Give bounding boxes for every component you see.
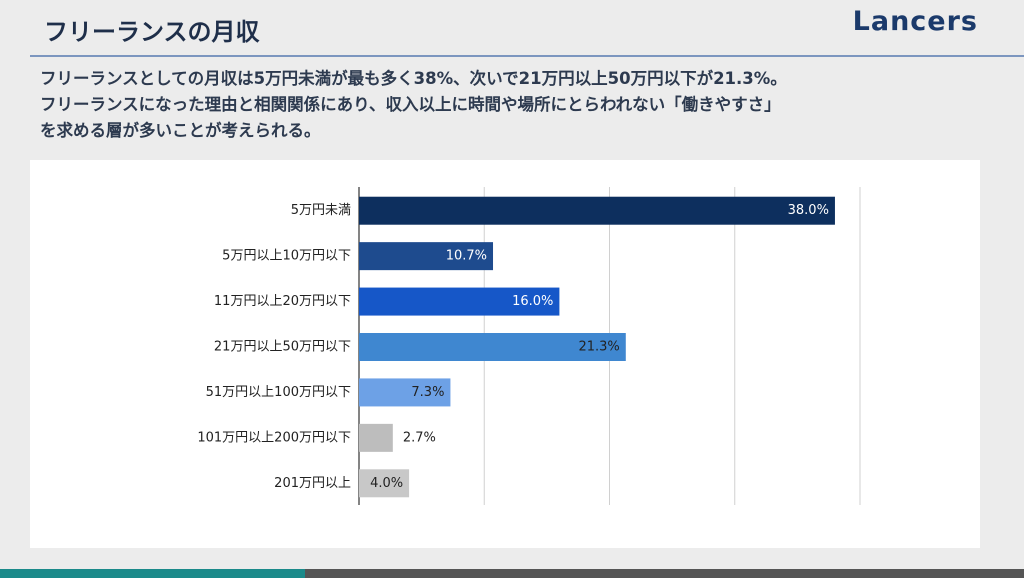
title-rule (30, 55, 1024, 57)
logo: Lancers (852, 6, 978, 37)
description-line: フリーランスになった理由と相関関係にあり、収入以上に時間や場所にとらわれない「働… (40, 95, 781, 114)
bar (359, 287, 560, 316)
y-tick-label: 11万円以上20万円以下 (214, 294, 351, 309)
bar (359, 469, 410, 498)
bar (359, 333, 626, 361)
data-label: 7.3% (411, 385, 444, 400)
bar (359, 378, 451, 407)
description-line: を求める層が多いことが考えられる。 (40, 121, 321, 140)
y-tick-label: 21万円以上50万円以下 (214, 340, 351, 355)
description: フリーランスとしての月収は5万円未満が最も多く38%、次いで21万円以上50万円… (40, 66, 787, 144)
footer-progress (0, 569, 305, 578)
data-label: 4.0% (370, 476, 403, 491)
data-label: 21.3% (578, 340, 619, 355)
bar (359, 242, 494, 271)
data-label: 10.7% (446, 249, 487, 264)
data-label: 2.7% (403, 430, 436, 445)
data-label: 38.0% (788, 203, 829, 218)
description-line: フリーランスとしての月収は5万円未満が最も多く38%、次いで21万円以上50万円… (40, 69, 787, 88)
slide-title: フリーランスの月収 (44, 18, 260, 46)
bar (359, 196, 835, 225)
y-tick-label: 5万円以上10万円以下 (222, 249, 351, 264)
data-label: 16.0% (512, 294, 553, 309)
y-tick-label: 51万円以上100万円以下 (206, 385, 351, 400)
bar (359, 423, 393, 452)
y-tick-label: 101万円以上200万円以下 (197, 430, 351, 445)
y-tick-label: 201万円以上 (274, 476, 351, 491)
footer-bar (0, 569, 1024, 578)
y-tick-label: 5万円未満 (291, 203, 351, 218)
